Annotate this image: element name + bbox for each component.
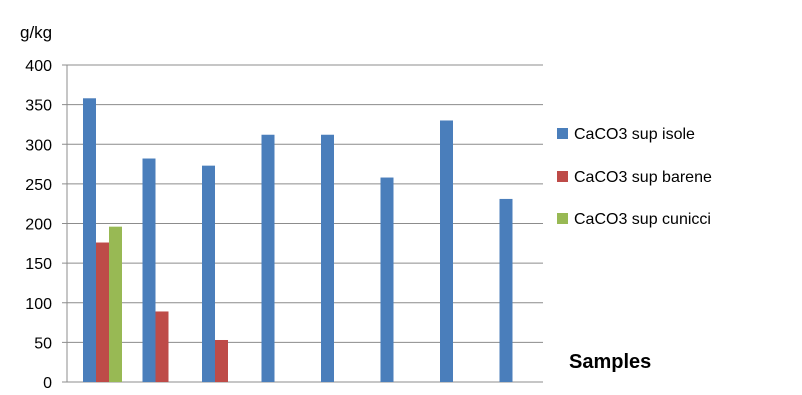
y-tick-label: 300 — [25, 137, 52, 154]
bar — [202, 165, 215, 382]
y-tick-label: 200 — [25, 217, 52, 234]
y-tick-labels: 0 50 100 150 200 250 300 350 400 — [25, 58, 52, 392]
bar — [321, 134, 334, 382]
y-tick-label: 400 — [25, 58, 52, 75]
bar — [155, 311, 169, 382]
legend-swatch — [557, 171, 568, 182]
bars — [83, 98, 513, 382]
x-axis-label: Samples — [569, 351, 651, 373]
legend-swatch — [557, 213, 568, 224]
y-tick-label: 0 — [43, 375, 52, 392]
bar — [96, 242, 109, 382]
gridlines — [67, 64, 543, 343]
bar — [261, 134, 275, 382]
legend: CaCO3 sup isole CaCO3 sup barene CaCO3 sup… — [557, 126, 712, 228]
bar — [215, 339, 228, 382]
bar — [142, 158, 156, 382]
y-tick-label: 150 — [25, 256, 52, 273]
legend-swatch — [557, 128, 568, 139]
legend-label: CaCO3 sup cunicci — [574, 211, 711, 228]
y-axis-unit-label: g/kg — [20, 23, 52, 42]
bar — [380, 177, 394, 382]
bar — [440, 120, 453, 382]
y-tick-label: 350 — [25, 98, 52, 115]
bar — [499, 198, 513, 382]
y-tick-label: 50 — [34, 335, 52, 352]
y-tick-label: 100 — [25, 296, 52, 313]
y-tick-label: 250 — [25, 177, 52, 194]
bar — [109, 226, 122, 382]
legend-label: CaCO3 sup barene — [574, 169, 712, 186]
legend-label: CaCO3 sup isole — [574, 126, 695, 143]
bar — [83, 98, 96, 382]
